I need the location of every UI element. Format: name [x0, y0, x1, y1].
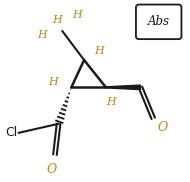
Text: Cl: Cl — [5, 126, 17, 139]
Text: O: O — [46, 163, 56, 176]
Text: H: H — [107, 97, 116, 107]
Text: H: H — [94, 46, 104, 56]
Text: Abs: Abs — [148, 15, 170, 28]
Text: H: H — [48, 77, 58, 87]
Polygon shape — [106, 85, 140, 90]
Text: H: H — [52, 15, 62, 25]
Text: H: H — [72, 10, 82, 19]
FancyBboxPatch shape — [136, 5, 181, 39]
Text: O: O — [157, 121, 167, 134]
Text: H: H — [37, 30, 47, 39]
